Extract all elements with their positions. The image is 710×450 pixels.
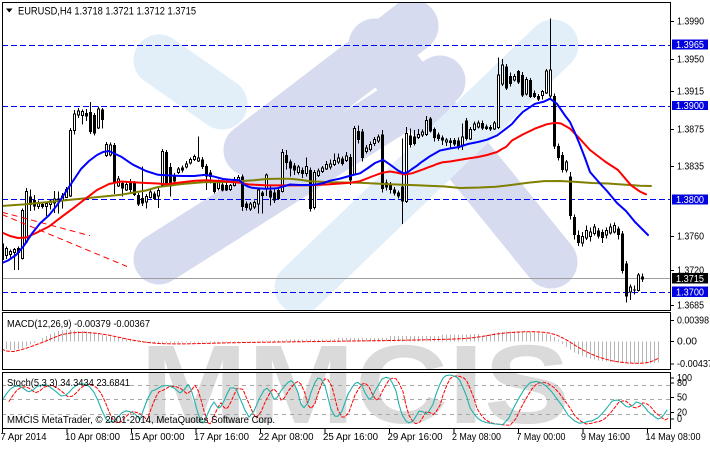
svg-text:17 Apr 16:00: 17 Apr 16:00	[194, 432, 249, 443]
svg-text:2 May 08:00: 2 May 08:00	[452, 432, 501, 443]
svg-text:1.3965: 1.3965	[676, 40, 704, 51]
svg-text:0.00398: 0.00398	[677, 316, 709, 327]
svg-text:MMCIS: MMCIS	[140, 322, 570, 445]
svg-text:1.3800: 1.3800	[676, 195, 704, 206]
svg-text:15 Apr 00:00: 15 Apr 00:00	[130, 432, 185, 443]
svg-text:1.3835: 1.3835	[677, 162, 704, 173]
svg-text:1.3715: 1.3715	[676, 274, 704, 285]
svg-text:10 Apr 08:00: 10 Apr 08:00	[65, 432, 120, 443]
svg-text:7 Apr 2014: 7 Apr 2014	[1, 432, 47, 443]
svg-text:1.3900: 1.3900	[676, 101, 704, 112]
svg-text:22 Apr 08:00: 22 Apr 08:00	[259, 432, 314, 443]
svg-text:-0.00437: -0.00437	[677, 359, 710, 370]
svg-text:MMCIS: MMCIS	[140, 322, 570, 445]
svg-text:20: 20	[677, 408, 687, 419]
svg-text:1.3990: 1.3990	[677, 17, 704, 28]
svg-text:EURUSD,H4 1.3718 1.3721 1.3712: EURUSD,H4 1.3718 1.3721 1.3712 1.3715	[18, 6, 196, 18]
svg-text:25 Apr 16:00: 25 Apr 16:00	[323, 432, 378, 443]
svg-text:7 May 00:00: 7 May 00:00	[517, 432, 566, 443]
svg-text:1.3760: 1.3760	[677, 232, 704, 243]
svg-text:1.3720: 1.3720	[677, 266, 704, 277]
svg-text:0: 0	[677, 414, 682, 425]
svg-text:50: 50	[677, 393, 687, 404]
svg-text:14 May 08:00: 14 May 08:00	[646, 432, 701, 443]
svg-text:29 Apr 16:00: 29 Apr 16:00	[388, 432, 443, 443]
svg-text:1.3875: 1.3875	[677, 125, 704, 136]
svg-text:1.3915: 1.3915	[677, 87, 704, 98]
svg-text:1.3700: 1.3700	[676, 287, 704, 298]
svg-text:1.3950: 1.3950	[677, 55, 704, 66]
svg-text:80: 80	[677, 378, 687, 389]
svg-text:MMCIS MetaTrader, © 2001-2014,: MMCIS MetaTrader, © 2001-2014, MetaQuote…	[7, 414, 275, 426]
svg-text:MACD(12,26,9) -0.00379 -0.0036: MACD(12,26,9) -0.00379 -0.00367	[7, 318, 150, 330]
svg-text:9 May 16:00: 9 May 16:00	[581, 432, 630, 443]
svg-text:0.00: 0.00	[677, 337, 697, 348]
svg-text:100: 100	[677, 373, 692, 384]
svg-text:Stoch(5,3,3) 34.3434 23.6841: Stoch(5,3,3) 34.3434 23.6841	[7, 377, 130, 389]
svg-text:1.3685: 1.3685	[677, 301, 704, 312]
